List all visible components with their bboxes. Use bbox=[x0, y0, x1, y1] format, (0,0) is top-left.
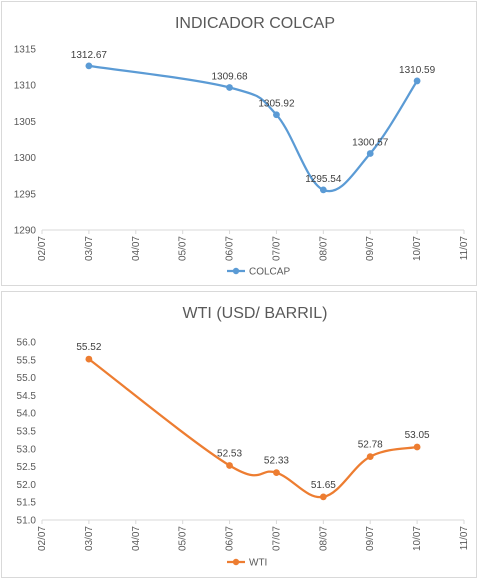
colcap-data-label: 1310.59 bbox=[399, 65, 436, 76]
wti-data-label: 52.33 bbox=[264, 456, 289, 467]
colcap-x-tick-label: 02/07 bbox=[37, 236, 48, 261]
colcap-x-tick-label: 11/07 bbox=[459, 236, 470, 261]
wti-data-label: 51.65 bbox=[311, 480, 336, 491]
colcap-legend-marker bbox=[232, 267, 240, 275]
colcap-data-label: 1312.67 bbox=[71, 50, 108, 61]
wti-y-tick-label: 52.0 bbox=[17, 480, 37, 491]
wti-x-tick-label: 07/07 bbox=[271, 526, 282, 551]
colcap-legend: COLCAP bbox=[227, 267, 290, 278]
colcap-data-point[interactable] bbox=[85, 62, 93, 70]
colcap-series-line bbox=[87, 64, 419, 193]
colcap-data-point[interactable] bbox=[226, 84, 233, 91]
wti-x-tick-label: 06/07 bbox=[225, 526, 236, 551]
colcap-x-tick-label: 08/07 bbox=[318, 236, 329, 261]
colcap-x-tick-label: 03/07 bbox=[84, 236, 95, 261]
colcap-data-point[interactable] bbox=[413, 77, 421, 85]
colcap-data-label: 1305.92 bbox=[258, 99, 295, 110]
wti-data-point[interactable] bbox=[319, 493, 327, 501]
colcap-x-tick-label: 09/07 bbox=[365, 236, 376, 261]
wti-legend-label: WTI bbox=[249, 558, 267, 569]
wti-y-tick-label: 53.5 bbox=[17, 427, 37, 438]
colcap-y-tick-label: 1300 bbox=[14, 153, 37, 164]
colcap-chart-panel: INDICADOR COLCAP 1290 1295 1300 1305 1310 1315… bbox=[1, 1, 477, 286]
colcap-legend-label: COLCAP bbox=[249, 267, 290, 278]
wti-data-point[interactable] bbox=[85, 355, 93, 363]
wti-data-point[interactable] bbox=[366, 453, 374, 461]
colcap-x-tick-label: 06/07 bbox=[225, 236, 236, 261]
colcap-x-tick-label: 04/07 bbox=[131, 236, 142, 261]
colcap-y-tick-label: 1305 bbox=[14, 117, 37, 128]
wti-y-tick-label: 55.5 bbox=[17, 355, 37, 366]
colcap-x-tick-label: 05/07 bbox=[178, 236, 189, 261]
colcap-data-point[interactable] bbox=[273, 111, 280, 119]
colcap-y-tick-label: 1295 bbox=[14, 189, 37, 200]
wti-series-line bbox=[87, 357, 419, 499]
wti-data-label: 52.78 bbox=[358, 440, 383, 451]
colcap-data-label: 1300.57 bbox=[352, 137, 389, 148]
wti-data-point[interactable] bbox=[413, 443, 421, 451]
wti-x-tick-label: 03/07 bbox=[84, 526, 95, 551]
wti-y-tick-label: 56.0 bbox=[17, 338, 37, 349]
wti-x-tick-label: 11/07 bbox=[459, 526, 470, 551]
wti-data-label: 53.05 bbox=[405, 430, 430, 441]
wti-legend: WTI bbox=[227, 558, 267, 569]
wti-y-tick-label: 54.0 bbox=[17, 409, 37, 420]
wti-y-tick-label: 55.0 bbox=[17, 373, 37, 384]
wti-data-point[interactable] bbox=[273, 469, 280, 477]
colcap-chart-title: INDICADOR COLCAP bbox=[175, 15, 335, 32]
wti-x-tick-label: 10/07 bbox=[412, 526, 423, 551]
wti-data-label: 52.53 bbox=[217, 449, 242, 460]
wti-y-tick-label: 51.0 bbox=[17, 516, 37, 527]
wti-x-tick-label: 08/07 bbox=[318, 526, 329, 551]
wti-x-tick-label: 02/07 bbox=[37, 526, 48, 551]
wti-x-tick-label: 09/07 bbox=[365, 526, 376, 551]
colcap-x-tick-label: 07/07 bbox=[271, 236, 282, 261]
wti-legend-marker bbox=[232, 558, 240, 566]
colcap-data-label: 1295.54 bbox=[305, 174, 342, 185]
colcap-data-label: 1309.68 bbox=[211, 72, 248, 83]
wti-x-tick-label: 05/07 bbox=[178, 526, 189, 551]
colcap-data-point[interactable] bbox=[366, 150, 374, 157]
wti-y-tick-label: 53.0 bbox=[17, 444, 37, 455]
wti-data-label: 55.52 bbox=[76, 342, 101, 353]
wti-chart: WTI (USD/ BARRIL) 51.0 51.5 52.0 52.5 53.0 53.… bbox=[17, 305, 470, 569]
colcap-y-tick-label: 1315 bbox=[14, 45, 37, 56]
colcap-y-tick-label: 1310 bbox=[14, 81, 37, 92]
colcap-chart: INDICADOR COLCAP 1290 1295 1300 1305 1310 1315… bbox=[14, 15, 470, 278]
wti-chart-panel: WTI (USD/ BARRIL) 51.0 51.5 52.0 52.5 53.0 53.… bbox=[1, 291, 477, 578]
wti-y-tick-label: 51.5 bbox=[17, 498, 37, 509]
wti-chart-title: WTI (USD/ BARRIL) bbox=[183, 305, 328, 322]
wti-data-point[interactable] bbox=[226, 462, 233, 469]
wti-y-tick-label: 52.5 bbox=[17, 462, 37, 473]
colcap-x-tick-label: 10/07 bbox=[412, 236, 423, 261]
wti-y-tick-label: 54.5 bbox=[17, 391, 37, 402]
colcap-y-tick-label: 1290 bbox=[14, 226, 37, 237]
colcap-data-point[interactable] bbox=[319, 186, 327, 194]
wti-x-tick-label: 04/07 bbox=[131, 526, 142, 551]
